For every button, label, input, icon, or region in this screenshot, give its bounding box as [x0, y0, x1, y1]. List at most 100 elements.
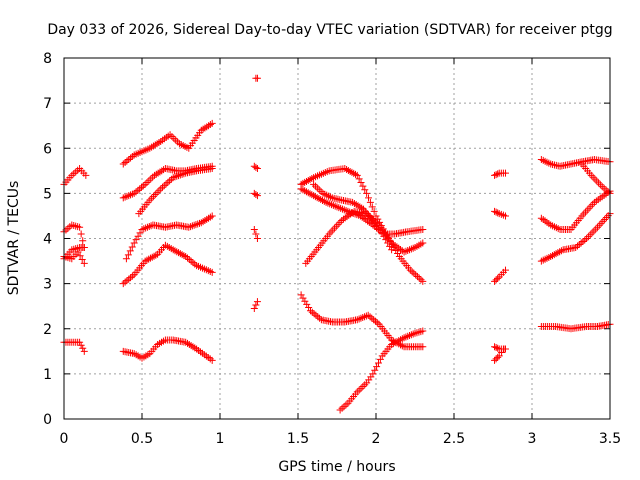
data-point	[180, 170, 188, 178]
data-point	[182, 253, 190, 261]
x-tick-label: 3	[528, 431, 537, 447]
data-point	[389, 240, 397, 248]
x-tick-label: 3.5	[599, 431, 621, 447]
data-point	[601, 215, 609, 223]
data-point	[126, 247, 134, 255]
data-point	[329, 226, 337, 234]
y-tick-label: 2	[43, 322, 52, 338]
data-point	[398, 342, 406, 350]
data-point	[554, 249, 562, 257]
series-arc-c3	[250, 189, 261, 200]
data-point	[369, 370, 377, 378]
data-point	[593, 177, 601, 185]
data-point	[412, 271, 420, 279]
data-point	[314, 313, 322, 321]
data-point	[547, 253, 555, 261]
data-point	[366, 213, 374, 221]
data-point	[552, 250, 560, 258]
data-point	[317, 195, 325, 203]
data-point	[501, 212, 509, 220]
data-point	[127, 191, 135, 199]
y-tick-label: 4	[43, 232, 52, 248]
data-point	[162, 180, 170, 188]
data-point	[167, 175, 175, 183]
data-point	[319, 196, 327, 204]
data-point	[366, 198, 374, 206]
data-point	[584, 233, 592, 241]
data-point	[557, 247, 565, 255]
data-point	[549, 252, 557, 260]
data-point	[316, 314, 324, 322]
data-point	[310, 180, 318, 188]
data-point	[305, 304, 313, 312]
series-arc-b3	[135, 165, 216, 218]
series-arc-c4	[250, 225, 261, 242]
data-point	[355, 315, 363, 323]
data-point	[415, 274, 423, 282]
data-point	[189, 343, 197, 351]
data-point	[192, 221, 200, 229]
data-point	[400, 248, 408, 256]
data-point	[77, 230, 85, 238]
series-arc-d4	[310, 180, 396, 254]
series-arc-b6	[119, 336, 216, 364]
data-point	[585, 204, 593, 212]
data-point	[306, 176, 314, 184]
series-arc-f4	[578, 160, 614, 197]
data-point	[583, 235, 591, 242]
series-arc-e5	[491, 345, 508, 364]
data-point	[329, 201, 337, 209]
data-point	[391, 242, 399, 250]
data-point	[149, 142, 157, 150]
data-point	[188, 222, 196, 230]
data-point	[315, 195, 323, 203]
data-point	[123, 157, 131, 165]
data-point	[419, 225, 427, 233]
data-point	[128, 243, 136, 251]
series-arc-e1	[491, 169, 509, 179]
data-point	[301, 187, 309, 195]
series-arc-c2	[250, 162, 261, 173]
data-point	[136, 185, 144, 193]
data-point	[328, 201, 336, 209]
data-point	[125, 156, 133, 164]
data-point	[373, 319, 381, 327]
data-point	[141, 257, 149, 265]
data-point	[579, 238, 587, 246]
series-arc-c5	[250, 298, 261, 312]
data-point	[556, 248, 564, 256]
data-point	[76, 252, 84, 260]
data-point	[359, 383, 367, 391]
data-point	[252, 163, 260, 171]
data-point	[357, 384, 365, 392]
data-point	[303, 300, 311, 308]
data-point	[355, 386, 363, 394]
data-point	[250, 304, 258, 312]
data-point	[348, 168, 356, 176]
data-point	[339, 215, 347, 223]
data-point	[297, 291, 305, 299]
data-point	[155, 187, 163, 195]
data-point	[80, 244, 88, 252]
data-point	[596, 181, 604, 189]
data-point	[409, 330, 417, 338]
data-point	[572, 244, 580, 252]
data-point	[326, 200, 334, 208]
data-point	[388, 341, 396, 349]
data-point	[575, 241, 583, 249]
data-point	[409, 244, 417, 252]
data-point	[178, 170, 186, 178]
data-point	[185, 223, 193, 231]
data-point	[127, 274, 135, 282]
data-point	[119, 280, 127, 288]
data-point	[302, 188, 310, 196]
series-arc-e2	[491, 207, 509, 220]
data-point	[157, 185, 165, 193]
data-point	[404, 332, 412, 340]
data-point	[371, 317, 379, 325]
data-point	[178, 251, 186, 259]
data-point	[184, 339, 191, 347]
data-point	[149, 192, 157, 200]
data-point	[404, 247, 412, 255]
data-point	[153, 189, 161, 197]
